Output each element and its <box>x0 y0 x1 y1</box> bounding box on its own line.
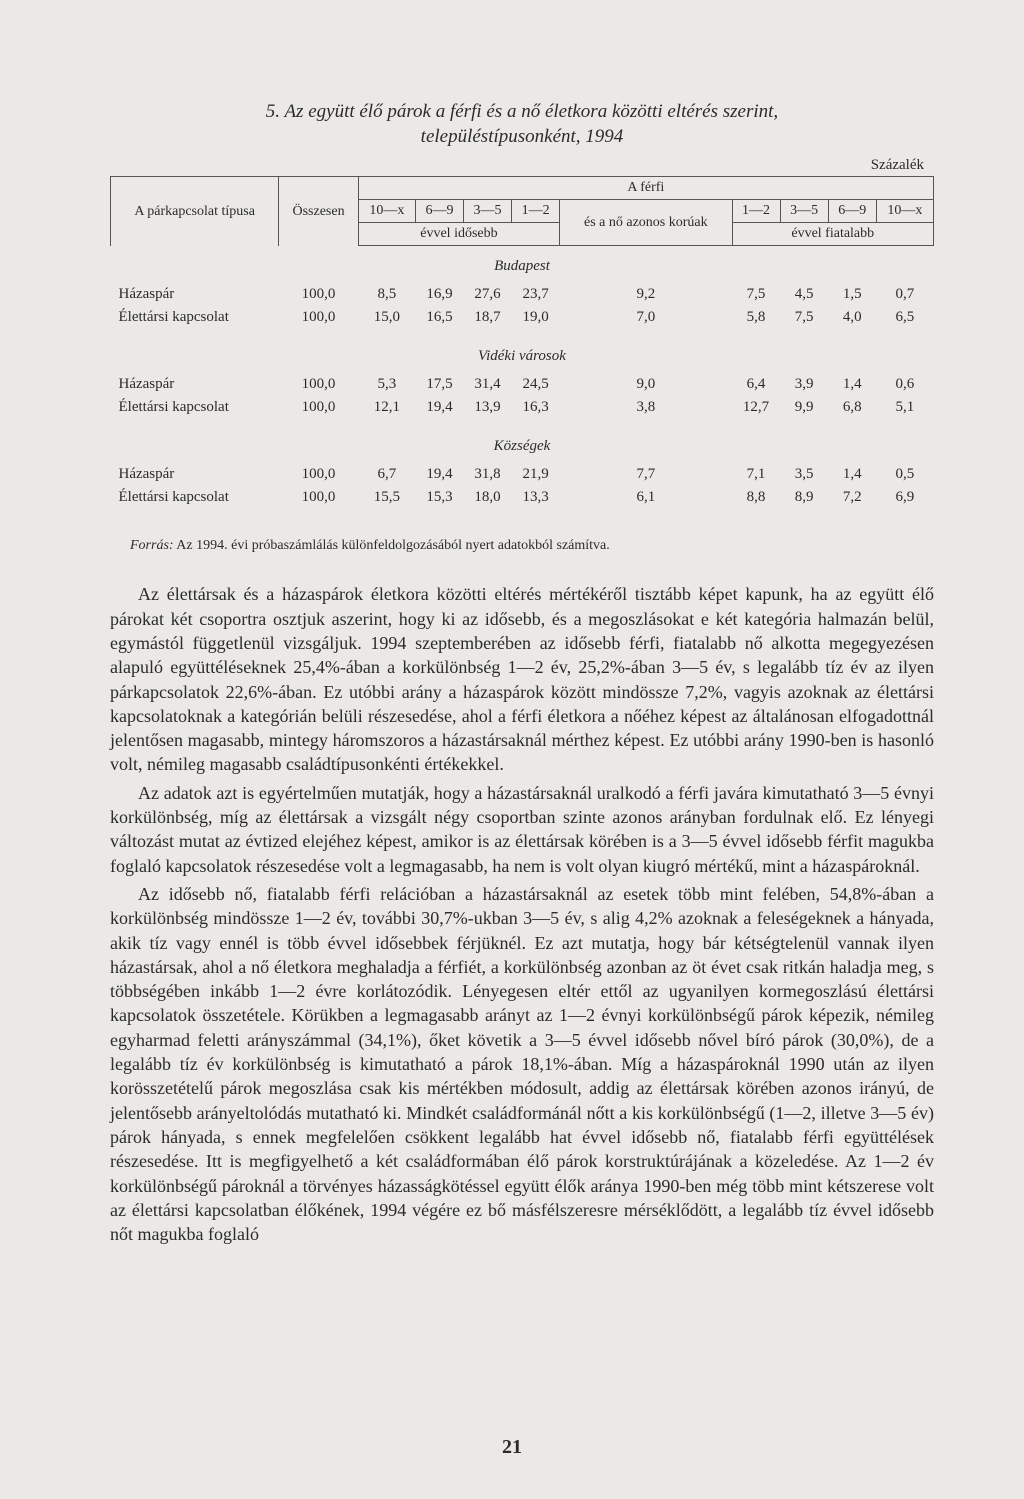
section-header: Budapest <box>111 246 934 284</box>
cell: 0,7 <box>876 283 933 306</box>
row-label: Házaspár <box>111 373 279 396</box>
cell: 19,4 <box>415 463 463 486</box>
th-6-9-b: 6—9 <box>828 200 876 223</box>
cell: 6,9 <box>876 486 933 516</box>
cell: 6,8 <box>828 396 876 426</box>
table-row: Házaspár100,08,516,927,623,79,27,54,51,5… <box>111 283 934 306</box>
th-type: A párkapcsolat típusa <box>111 177 279 246</box>
cell: 5,8 <box>732 306 780 336</box>
row-label: Élettársi kapcsolat <box>111 396 279 426</box>
cell: 3,9 <box>780 373 828 396</box>
cell: 12,7 <box>732 396 780 426</box>
cell: 9,0 <box>560 373 732 396</box>
cell: 1,4 <box>828 463 876 486</box>
cell: 7,7 <box>560 463 732 486</box>
cell: 100,0 <box>279 463 358 486</box>
cell: 12,1 <box>358 396 415 426</box>
cell: 16,3 <box>512 396 560 426</box>
cell: 8,9 <box>780 486 828 516</box>
cell: 7,5 <box>732 283 780 306</box>
cell: 5,1 <box>876 396 933 426</box>
th-total: Összesen <box>279 177 358 246</box>
cell: 6,7 <box>358 463 415 486</box>
cell: 0,6 <box>876 373 933 396</box>
cell: 3,8 <box>560 396 732 426</box>
cell: 4,5 <box>780 283 828 306</box>
table-title: 5. Az együtt élő párok a férfi és a nő é… <box>110 100 934 149</box>
unit-label: Százalék <box>110 157 934 174</box>
th-3-5-a: 3—5 <box>463 200 511 223</box>
cell: 8,5 <box>358 283 415 306</box>
cell: 18,7 <box>463 306 511 336</box>
th-1-2-a: 1—2 <box>512 200 560 223</box>
cell: 19,4 <box>415 396 463 426</box>
th-same: és a nő azonos korúak <box>560 200 732 246</box>
cell: 31,4 <box>463 373 511 396</box>
cell: 18,0 <box>463 486 511 516</box>
cell: 7,0 <box>560 306 732 336</box>
cell: 100,0 <box>279 486 358 516</box>
cell: 9,2 <box>560 283 732 306</box>
cell: 7,1 <box>732 463 780 486</box>
cell: 1,5 <box>828 283 876 306</box>
th-10x-a: 10—x <box>358 200 415 223</box>
th-3-5-b: 3—5 <box>780 200 828 223</box>
cell: 6,5 <box>876 306 933 336</box>
paragraph: Az adatok azt is egyértelműen mutatják, … <box>110 781 934 878</box>
paragraph: Az idősebb nő, fiatalabb férfi relációba… <box>110 882 934 1246</box>
section-header: Vidéki városok <box>111 336 934 373</box>
th-6-9-a: 6—9 <box>415 200 463 223</box>
cell: 15,3 <box>415 486 463 516</box>
cell: 13,3 <box>512 486 560 516</box>
cell: 24,5 <box>512 373 560 396</box>
row-label: Élettársi kapcsolat <box>111 306 279 336</box>
table-row: Házaspár100,05,317,531,424,59,06,43,91,4… <box>111 373 934 396</box>
cell: 9,9 <box>780 396 828 426</box>
cell: 5,3 <box>358 373 415 396</box>
cell: 6,1 <box>560 486 732 516</box>
cell: 7,2 <box>828 486 876 516</box>
cell: 17,5 <box>415 373 463 396</box>
th-10x-b: 10—x <box>876 200 933 223</box>
cell: 27,6 <box>463 283 511 306</box>
cell: 100,0 <box>279 306 358 336</box>
cell: 13,9 <box>463 396 511 426</box>
th-group: A férfi <box>358 177 933 200</box>
cell: 100,0 <box>279 396 358 426</box>
th-younger: évvel fiatalabb <box>732 223 933 246</box>
data-table: A párkapcsolat típusa Összesen A férfi 1… <box>110 176 934 516</box>
cell: 0,5 <box>876 463 933 486</box>
section-header: Községek <box>111 426 934 463</box>
cell: 4,0 <box>828 306 876 336</box>
cell: 19,0 <box>512 306 560 336</box>
cell: 7,5 <box>780 306 828 336</box>
row-label: Élettársi kapcsolat <box>111 486 279 516</box>
cell: 6,4 <box>732 373 780 396</box>
th-older: évvel idősebb <box>358 223 559 246</box>
cell: 23,7 <box>512 283 560 306</box>
cell: 15,0 <box>358 306 415 336</box>
cell: 15,5 <box>358 486 415 516</box>
cell: 16,9 <box>415 283 463 306</box>
page-number: 21 <box>0 1436 1024 1459</box>
table-row: Élettársi kapcsolat100,012,119,413,916,3… <box>111 396 934 426</box>
body-paragraphs: Az élettársak és a házaspárok életkora k… <box>110 582 934 1246</box>
row-label: Házaspár <box>111 283 279 306</box>
table-body: BudapestHázaspár100,08,516,927,623,79,27… <box>111 246 934 517</box>
paragraph: Az élettársak és a házaspárok életkora k… <box>110 582 934 776</box>
cell: 8,8 <box>732 486 780 516</box>
th-1-2-b: 1—2 <box>732 200 780 223</box>
cell: 16,5 <box>415 306 463 336</box>
row-label: Házaspár <box>111 463 279 486</box>
cell: 31,8 <box>463 463 511 486</box>
source-note: Forrás: Az 1994. évi próbaszámlálás külö… <box>110 538 934 554</box>
cell: 1,4 <box>828 373 876 396</box>
cell: 21,9 <box>512 463 560 486</box>
cell: 100,0 <box>279 373 358 396</box>
table-row: Élettársi kapcsolat100,015,016,518,719,0… <box>111 306 934 336</box>
cell: 3,5 <box>780 463 828 486</box>
cell: 100,0 <box>279 283 358 306</box>
table-row: Élettársi kapcsolat100,015,515,318,013,3… <box>111 486 934 516</box>
table-row: Házaspár100,06,719,431,821,97,77,13,51,4… <box>111 463 934 486</box>
